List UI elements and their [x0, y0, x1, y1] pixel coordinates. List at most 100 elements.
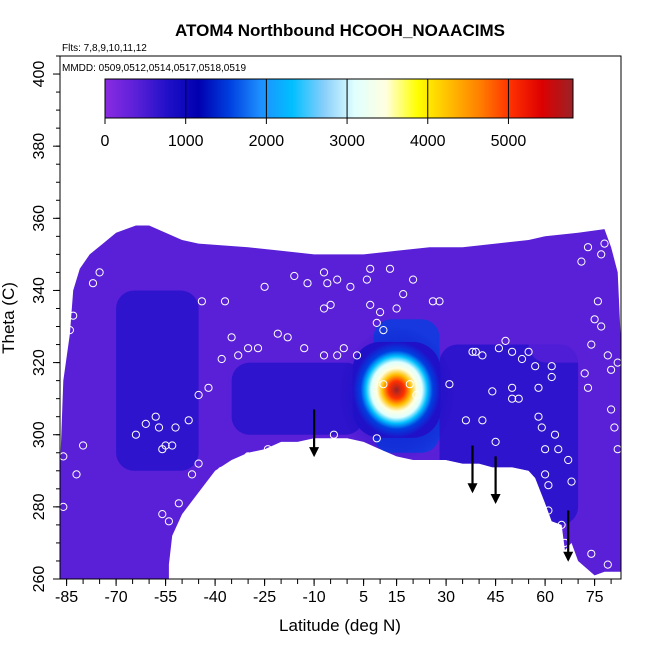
sample-point	[204, 383, 213, 392]
sample-point	[597, 250, 606, 259]
y-tick-label: 260	[31, 566, 48, 593]
sample-point	[491, 437, 500, 446]
sample-point	[158, 509, 167, 519]
sample-point	[610, 423, 619, 432]
sample-point	[244, 344, 253, 353]
y-tick-label: 280	[31, 493, 48, 520]
sample-point	[478, 416, 487, 425]
profile-arrow-head	[490, 494, 501, 505]
sample-point	[607, 365, 616, 374]
sample-point	[583, 383, 593, 392]
sample-point	[550, 430, 560, 439]
x-tick-label: -40	[204, 589, 227, 606]
sample-point	[352, 351, 362, 360]
profile-arrows	[309, 409, 574, 562]
y-tick-label: 380	[31, 133, 48, 160]
sample-point	[326, 300, 335, 309]
sample-point	[346, 282, 355, 291]
sample-point	[554, 528, 563, 537]
y-tick-label: 340	[31, 277, 48, 304]
sample-point	[412, 390, 421, 400]
y-tick-label: 360	[31, 205, 48, 232]
sample-point	[428, 297, 437, 306]
x-tick-label: -25	[253, 589, 276, 606]
sample-point	[587, 549, 596, 558]
sample-point	[392, 304, 401, 313]
colorbar: 0 1000 2000 3000 4000 5000	[101, 78, 574, 150]
sample-point	[478, 351, 487, 360]
sample-point	[557, 520, 566, 530]
sample-point	[554, 445, 563, 454]
colorbar-tick-label: 3000	[329, 133, 365, 150]
sample-point	[333, 351, 342, 360]
sample-point	[174, 499, 183, 508]
sample-point	[300, 344, 309, 353]
sample-point	[379, 380, 388, 389]
sample-point	[303, 279, 312, 288]
sample-point	[534, 412, 543, 421]
sample-point	[217, 466, 226, 475]
x-tick-label: -85	[55, 589, 78, 606]
sample-point	[171, 423, 180, 432]
plot-frame	[59, 55, 622, 580]
sample-point	[65, 326, 75, 335]
sample-point	[220, 297, 230, 306]
sample-point	[60, 452, 68, 461]
colorbar-tick-label: 0	[101, 133, 110, 150]
sample-point	[333, 275, 342, 284]
sample-point	[580, 369, 589, 378]
sample-point	[187, 470, 197, 479]
sample-point	[409, 275, 418, 284]
sample-point	[362, 275, 371, 284]
sample-point	[184, 416, 193, 425]
sample-point	[339, 344, 348, 353]
sample-point	[564, 455, 573, 465]
sample-point	[541, 445, 550, 454]
sample-point	[319, 351, 329, 360]
sample-point	[72, 470, 81, 479]
sample-point	[244, 452, 253, 461]
sample-point	[603, 351, 612, 360]
plume-core	[352, 341, 441, 438]
sample-point	[290, 271, 299, 281]
sample-point	[537, 423, 546, 432]
y-axis: 260 280 300 320 340 360 380 400	[31, 55, 60, 593]
sample-point	[607, 405, 616, 414]
x-tick-label: 5	[359, 589, 368, 606]
sample-point	[379, 326, 388, 335]
sample-point	[164, 517, 173, 526]
sample-point	[194, 390, 203, 400]
sample-point	[154, 423, 164, 432]
profile-arrow-head	[467, 483, 478, 494]
sample-point	[323, 279, 332, 288]
sample-point	[501, 477, 510, 486]
sample-point	[438, 484, 447, 493]
sample-point	[567, 477, 576, 486]
sample-point	[590, 315, 599, 324]
sample-point	[445, 380, 454, 389]
sample-point	[260, 282, 269, 291]
y-axis-label: Theta (C)	[0, 282, 18, 354]
sample-point	[405, 380, 414, 389]
heatmap-field	[60, 225, 621, 579]
sample-point	[524, 347, 533, 356]
colorbar-tick-label: 4000	[410, 133, 446, 150]
x-tick-label: 30	[437, 589, 455, 606]
sample-point	[161, 441, 170, 450]
sample-point	[69, 311, 78, 320]
x-tick-label: 60	[536, 589, 554, 606]
field-region-tropical-ridge	[231, 362, 364, 435]
sample-point	[399, 290, 408, 299]
field-region-arctic-upper	[528, 236, 612, 363]
sample-point	[273, 329, 282, 338]
colorbar-gradient	[104, 78, 574, 119]
sample-point	[600, 239, 609, 248]
sample-point	[574, 564, 583, 573]
sample-point	[197, 297, 206, 306]
sample-point	[60, 502, 68, 511]
field-fill	[60, 225, 621, 579]
y-tick-label: 400	[31, 61, 48, 88]
sample-point	[194, 459, 203, 468]
sample-point	[399, 466, 408, 475]
